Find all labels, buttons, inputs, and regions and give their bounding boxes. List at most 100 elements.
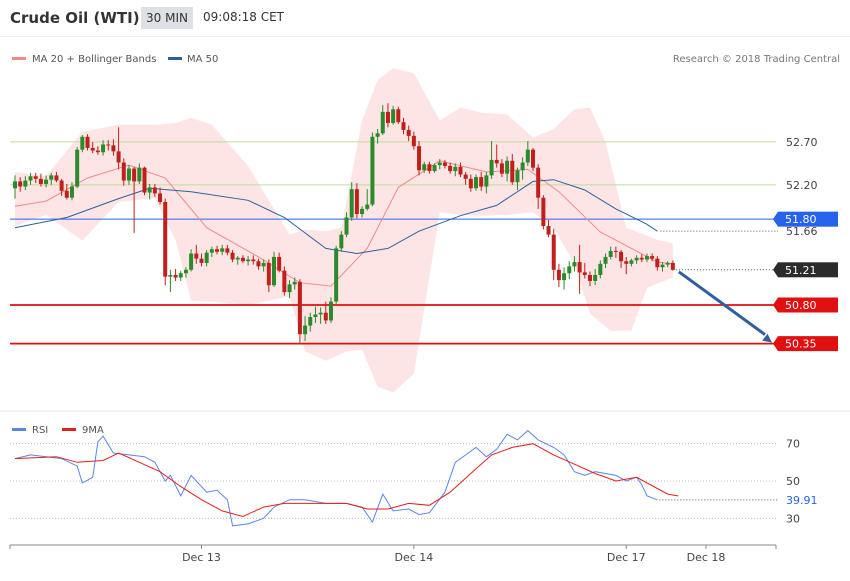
candle-body [484, 175, 489, 187]
candle-body [448, 165, 453, 172]
x-axis-label-2: Dec 17 [607, 551, 646, 564]
candle-body [567, 266, 572, 274]
rsi-panel: 30 50 70 39.91 [10, 429, 818, 527]
candle-body [670, 262, 675, 270]
candle-body [173, 274, 178, 278]
candle-body [510, 160, 515, 183]
candle-body [644, 256, 649, 260]
candle-body [215, 249, 220, 252]
candle-body [505, 160, 510, 174]
candle-body [354, 189, 359, 215]
ma20-legend-swatch [12, 57, 26, 60]
level-labels: 52.70 52.20 51.80 50.80 50.35 51.66 51.21 [773, 136, 838, 352]
price-levels [10, 141, 778, 345]
timeframe-badge[interactable]: 30 MIN [141, 7, 193, 29]
forecast-arrow [677, 270, 772, 343]
last-price-tag-pointer [773, 262, 778, 278]
candle-body [520, 162, 525, 171]
candle-body [303, 325, 308, 335]
candle-body [147, 187, 152, 193]
candle-body [328, 301, 333, 321]
rsi-line [14, 429, 658, 527]
candle-body [562, 273, 567, 281]
candle-body [80, 136, 85, 150]
candle-body [101, 144, 106, 153]
candle-body [531, 149, 535, 168]
9ma-legend-label: 9MA [82, 425, 104, 436]
candle-body [142, 167, 147, 193]
level-label-0: 52.70 [786, 136, 818, 149]
candle-body [396, 109, 401, 123]
candle-body [287, 284, 292, 293]
candle-body [344, 217, 349, 235]
candle-body [95, 150, 100, 153]
instrument-title: Crude Oil (WTI) [10, 9, 140, 27]
candle-body [282, 270, 287, 293]
chart-panel: MA 20 + Bollinger Bands MA 50 Research ©… [0, 36, 850, 577]
candle-body [375, 133, 380, 137]
candle-body [189, 253, 194, 270]
candle-body [272, 256, 276, 286]
candle-body [277, 256, 282, 271]
candle-body [634, 257, 639, 261]
candle-body [54, 175, 59, 181]
candle-body [665, 262, 670, 265]
candle-body [318, 312, 323, 315]
candlesticks [13, 103, 675, 343]
x-axis-label-0: Dec 13 [182, 551, 221, 564]
candle-body [442, 162, 447, 166]
candle-body [525, 149, 530, 163]
candle-body [44, 179, 49, 184]
candle-body [106, 144, 111, 146]
candle-body [297, 281, 302, 335]
candle-body [406, 129, 411, 136]
x-axis-label-3: Dec 18 [687, 551, 726, 564]
candle-body [437, 162, 442, 166]
chart-header: Crude Oil (WTI) 30 MIN 09:08:18 CET [0, 0, 850, 36]
rsi-tick-label-1: 50 [786, 475, 800, 488]
last-price-tag [778, 262, 838, 278]
candle-body [391, 109, 396, 124]
candle-body [313, 314, 318, 318]
candle-body [240, 257, 245, 262]
candle-body [582, 272, 587, 275]
candle-body [401, 122, 406, 130]
ma20-legend-label: MA 20 + Bollinger Bands [32, 54, 156, 65]
candle-body [85, 136, 90, 148]
candle-body [458, 166, 463, 175]
candle-body [209, 249, 214, 253]
candle-body [603, 256, 608, 264]
candle-body [308, 317, 313, 326]
candle-body [246, 259, 251, 262]
forecast-arrow-shaft [677, 270, 766, 336]
chart-canvas: MA 20 + Bollinger Bands MA 50 Research ©… [0, 54, 850, 564]
candle-body [111, 145, 116, 152]
level-tag-4 [778, 336, 838, 352]
level-tag-pointer-2 [773, 211, 778, 227]
candle-body [474, 177, 479, 189]
candle-body [266, 262, 271, 286]
candle-body [360, 208, 365, 215]
candle-body [655, 258, 660, 268]
candle-body [349, 189, 354, 218]
ma50-value-label: 51.66 [786, 225, 818, 238]
candle-body [158, 193, 163, 202]
candle-body [116, 151, 121, 163]
credit-text: Research © 2018 Trading Central [673, 54, 840, 65]
candle-body [577, 262, 582, 273]
candle-body [323, 312, 328, 321]
candle-body [587, 274, 592, 281]
candle-body [608, 250, 613, 257]
rsi-9ma-line [14, 443, 679, 518]
candle-body [152, 187, 157, 194]
candle-body [292, 281, 297, 285]
candle-body [468, 178, 473, 189]
candle-body [168, 274, 173, 277]
level-label-2: 51.80 [785, 213, 817, 226]
level-label-1: 52.20 [786, 179, 818, 192]
candle-body [178, 273, 183, 278]
candle-body [370, 136, 375, 205]
candle-body [380, 111, 385, 134]
candle-body [629, 260, 634, 264]
ma50-legend-label: MA 50 [187, 54, 218, 65]
